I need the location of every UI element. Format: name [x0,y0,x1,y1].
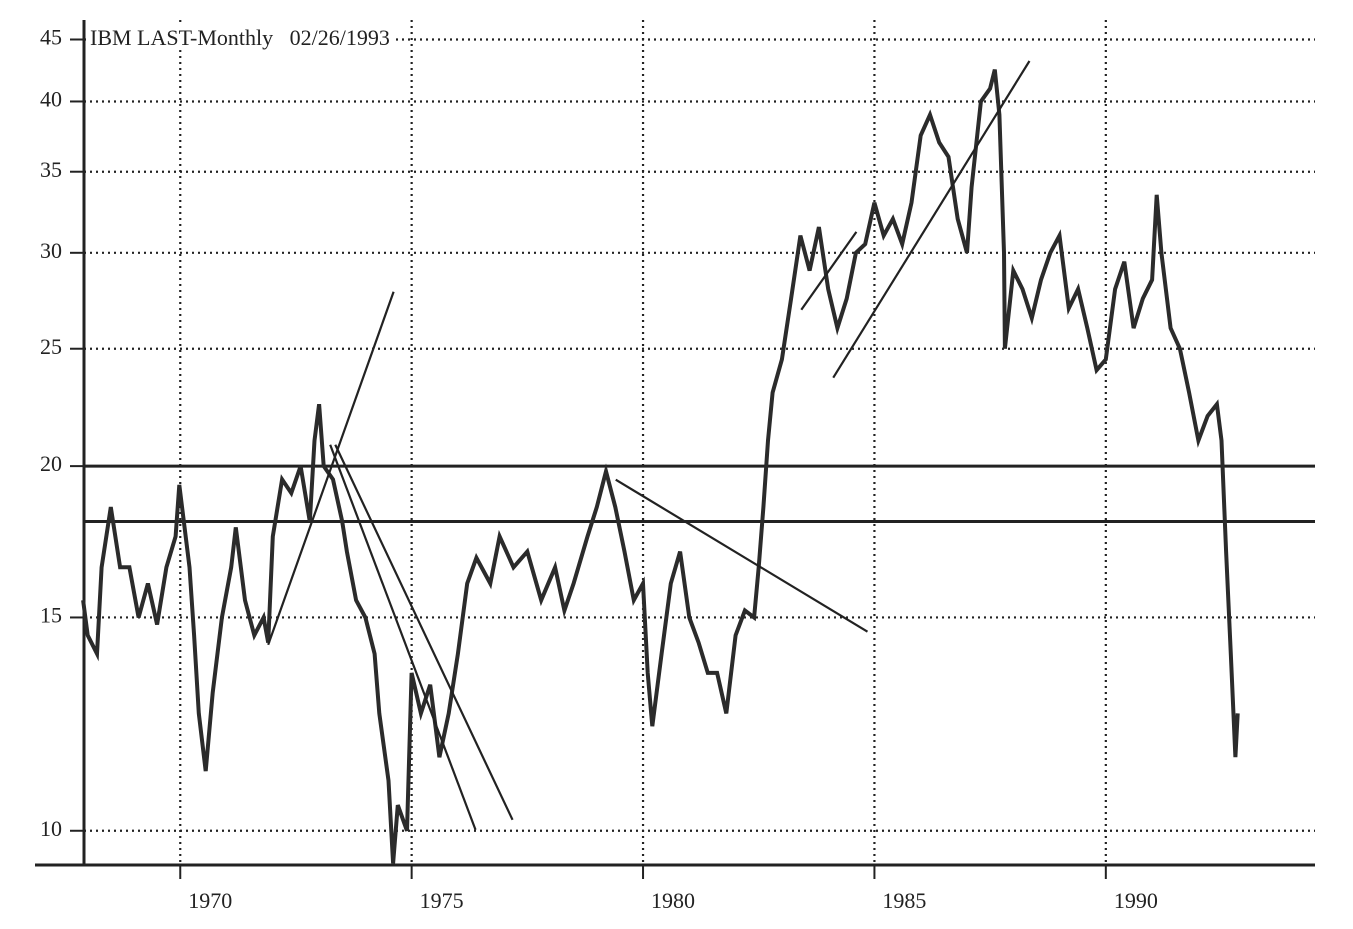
trend-line [800,231,858,311]
title-background [88,25,394,51]
y-tick-label: 15 [40,603,62,628]
x-tick-label: 1975 [420,888,464,913]
x-tick-label: 1970 [188,888,232,913]
y-tick-label: 40 [40,87,62,112]
trend-line [329,444,477,831]
y-tick-label: 20 [40,451,62,476]
trend-line [615,478,869,633]
price-line [81,69,1240,864]
y-tick-label: 45 [40,25,62,50]
x-tick-label: 1980 [651,888,695,913]
y-tick-label: 30 [40,238,62,263]
trend-line [334,444,514,821]
y-tick-label: 35 [40,157,62,182]
chart-title: IBM LAST-Monthly 02/26/1993 [90,25,390,50]
y-tick-label: 10 [40,816,62,841]
x-tick-label: 1985 [882,888,926,913]
x-tick-label: 1990 [1114,888,1158,913]
trend-line [267,291,395,646]
trend-line [832,60,1031,379]
y-tick-label: 25 [40,334,62,359]
